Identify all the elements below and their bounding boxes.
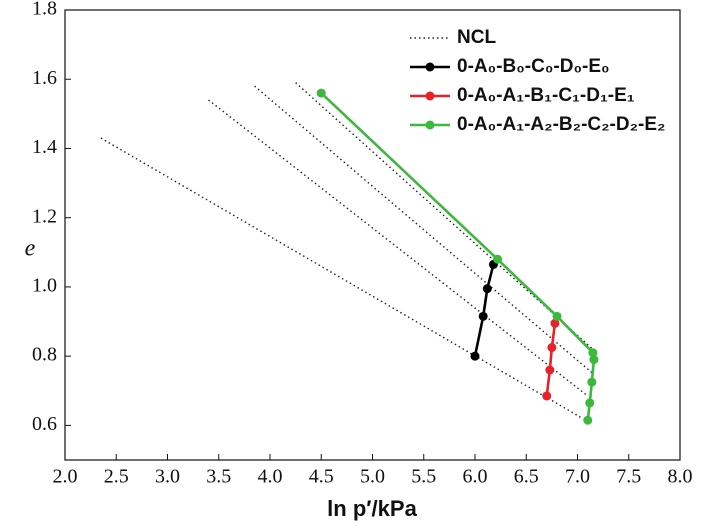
data-point bbox=[547, 343, 557, 352]
series-line bbox=[473, 264, 495, 357]
data-point bbox=[587, 377, 597, 387]
data-point bbox=[482, 284, 492, 294]
y-tick-label: 1.8 bbox=[32, 0, 57, 20]
x-tick-label: 4.5 bbox=[309, 466, 334, 488]
y-tick-label: 1.2 bbox=[32, 205, 57, 227]
plot-frame bbox=[64, 9, 681, 461]
y-tick-label: 1.4 bbox=[32, 136, 57, 158]
x-tick-label: 7.0 bbox=[565, 466, 590, 488]
y-tick-label: 0.6 bbox=[32, 413, 57, 435]
x-tick-label: 2.0 bbox=[53, 466, 78, 488]
legend-marker bbox=[425, 62, 435, 72]
x-tick-label: 7.5 bbox=[616, 466, 641, 488]
data-point bbox=[550, 318, 560, 328]
data-point bbox=[545, 365, 555, 375]
y-tick-label: 1.6 bbox=[32, 67, 57, 89]
data-point bbox=[470, 351, 480, 361]
data-point bbox=[493, 254, 503, 264]
y-tick-label: 0.8 bbox=[32, 344, 57, 366]
legend-label: 0-A₀-A₁-A₂-B₂-C₂-D₂-E₂ bbox=[457, 114, 666, 135]
data-point bbox=[316, 88, 326, 98]
x-axis-label: ln p′/kPa bbox=[327, 496, 417, 521]
series-line bbox=[545, 323, 557, 397]
x-tick-label: 5.5 bbox=[411, 466, 436, 488]
y-axis-label: e bbox=[25, 236, 36, 262]
data-point bbox=[588, 348, 598, 358]
data-point bbox=[585, 398, 595, 408]
x-tick-label: 2.5 bbox=[104, 466, 129, 488]
x-tick-label: 3.0 bbox=[155, 466, 180, 488]
x-tick-label: 5.0 bbox=[360, 466, 385, 488]
x-tick-label: 3.5 bbox=[206, 466, 231, 488]
data-point bbox=[478, 311, 488, 321]
legend-label: NCL bbox=[457, 27, 496, 48]
legend-label: 0-A₀-B₀-C₀-D₀-E₀ bbox=[457, 56, 610, 77]
x-tick-label: 6.0 bbox=[463, 466, 488, 488]
x-tick-label: 4.0 bbox=[258, 466, 283, 488]
data-point bbox=[552, 311, 562, 321]
data-point bbox=[589, 355, 599, 365]
data-point bbox=[542, 391, 552, 401]
legend-label: 0-A₀-A₁-B₁-C₁-D₁-E₁ bbox=[457, 85, 635, 106]
legend-marker bbox=[425, 120, 435, 130]
legend-marker bbox=[425, 91, 435, 101]
y-tick-label: 1.0 bbox=[32, 275, 57, 297]
x-tick-label: 6.5 bbox=[514, 466, 539, 488]
x-tick-label: 8.0 bbox=[668, 466, 693, 488]
data-point bbox=[583, 415, 593, 425]
